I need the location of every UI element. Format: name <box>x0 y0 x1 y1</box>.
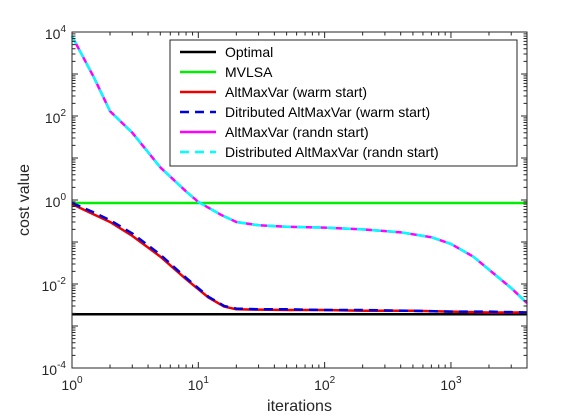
series-line-6 <box>70 35 528 305</box>
legend-label-6: Distributed AltMaxVar (randn start) <box>225 144 439 160</box>
x-tick-label-3: 103 <box>440 375 462 393</box>
y-tick-label-2: 100 <box>45 192 67 210</box>
tick-marks <box>71 31 528 369</box>
y-tick-label-3: 102 <box>45 108 67 126</box>
legend-label-2: MVLSA <box>225 64 273 80</box>
y-tick-label-1: 10-2 <box>42 276 67 294</box>
x-axis-label: iterations <box>267 398 332 415</box>
y-axis-label: cost value <box>16 164 33 236</box>
legend: Optimal MVLSA AltMaxVar (warm start) Ditrib… <box>169 39 518 167</box>
y-tick-label-4: 104 <box>45 24 67 42</box>
x-tick-label-2: 102 <box>314 375 336 393</box>
axes <box>71 31 528 369</box>
legend-label-3: AltMaxVar (warm start) <box>225 84 367 100</box>
x-tick-label-0: 100 <box>61 375 83 393</box>
y-tick-label-0: 10-4 <box>42 360 67 378</box>
legend-label-1: Optimal <box>225 44 273 60</box>
x-tick-label-1: 101 <box>188 375 210 393</box>
series-line-4 <box>71 201 528 314</box>
series-layer <box>70 35 528 316</box>
legend-label-4: Ditributed AltMaxVar (warm start) <box>225 104 430 120</box>
tick-labels: 100 101 102 103 10-4 10-2 100 102 104 <box>42 24 462 393</box>
legend-label-5: AltMaxVar (randn start) <box>225 124 369 140</box>
legend-box <box>169 39 518 167</box>
